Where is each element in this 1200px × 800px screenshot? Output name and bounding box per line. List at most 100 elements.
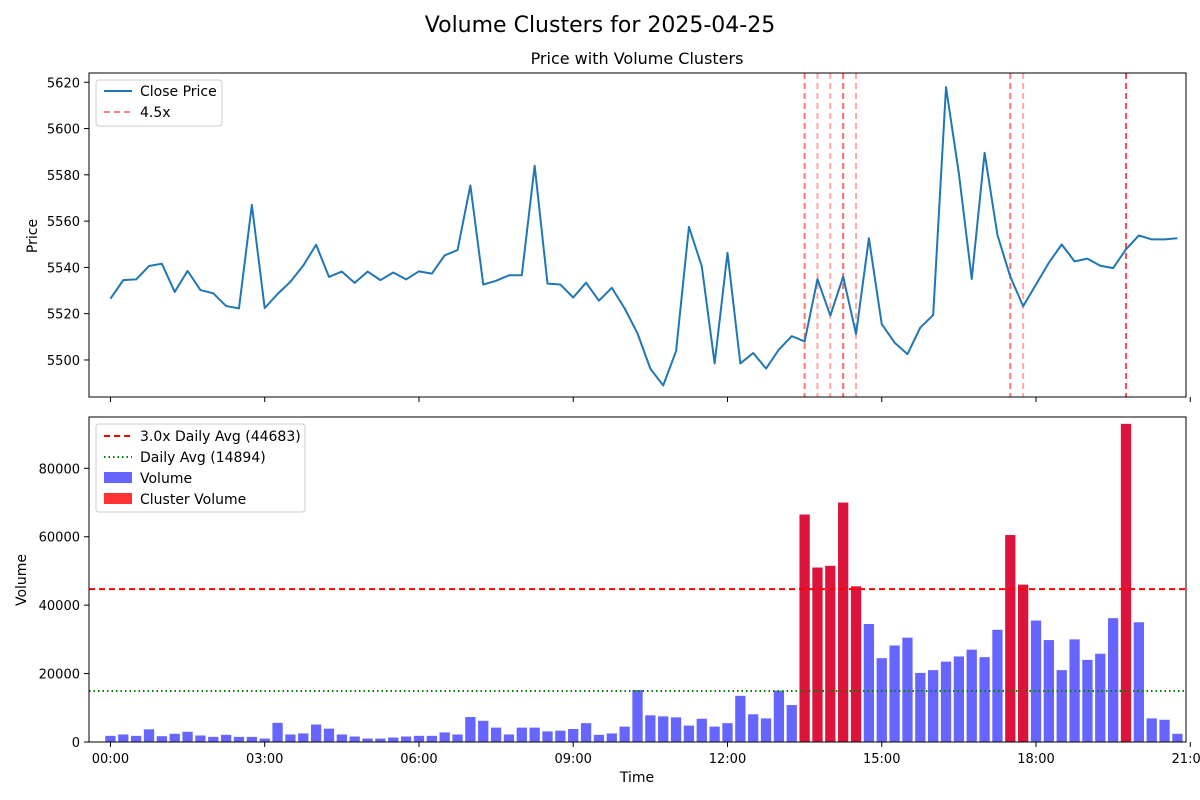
volume-bar (298, 733, 309, 742)
threshold-legend-label: 3.0x Daily Avg (44683) (140, 429, 301, 445)
volume-legend-box (95, 423, 306, 513)
volume-bar (709, 726, 720, 742)
close-price-line (109, 86, 1178, 387)
figure-suptitle: Volume Clusters for 2025-04-25 (425, 13, 775, 38)
volume-bar (182, 731, 193, 742)
volume-bar (208, 736, 219, 742)
volume-bar (1095, 653, 1106, 742)
volume-legend-label: Volume (140, 471, 192, 487)
price-y-tick-label: 5580 (47, 169, 80, 184)
price-y-tick-label: 5500 (47, 354, 80, 369)
cluster-volume-bar (1005, 535, 1016, 742)
volume-bar (722, 723, 733, 742)
volume-bar (735, 695, 746, 742)
volume-bar (452, 734, 463, 742)
volume-bar (645, 715, 656, 742)
cluster-line-legend-label: 4.5x (140, 105, 171, 121)
volume-y-tick-label: 40000 (39, 599, 80, 614)
volume-bar (786, 705, 797, 742)
volume-bar (1082, 659, 1093, 742)
volume-bar (889, 645, 900, 742)
volume-bar (400, 736, 412, 742)
volume-legend-swatch (104, 472, 132, 483)
volume-bar (1030, 620, 1042, 742)
volume-bar (992, 629, 1003, 742)
volume-bar (272, 722, 283, 742)
volume-bar (336, 734, 347, 742)
cluster-volume-bar (1018, 584, 1029, 742)
volume-x-tick-label: 21:00 (1172, 752, 1200, 767)
volume-bar (1108, 618, 1119, 742)
volume-x-tick-label: 12:00 (709, 752, 746, 767)
volume-bar (542, 731, 553, 742)
volume-bar (696, 718, 707, 742)
volume-bar (915, 672, 926, 742)
price-legend: Close Price 4.5x (95, 79, 223, 127)
volume-y-axis-label: Volume (14, 554, 30, 606)
volume-bar (670, 717, 682, 742)
volume-bar (940, 661, 952, 742)
cluster-volume-bar (838, 502, 849, 742)
volume-bar (478, 720, 489, 742)
volume-panel: Volume Time 0 20000 40000 60000 80000 00:00 03… (14, 416, 1200, 786)
price-y-tick-label: 5520 (47, 308, 80, 323)
average-legend-label: Daily Avg (14894) (140, 450, 266, 466)
volume-axis-ticks: 0 20000 40000 60000 80000 00:00 03:00 06:00 09:0… (39, 462, 1200, 767)
volume-bar (619, 726, 630, 742)
volume-bar (426, 735, 437, 742)
volume-bar (439, 732, 450, 742)
volume-bar (966, 649, 977, 742)
volume-bar (221, 734, 232, 742)
volume-bar (863, 623, 875, 742)
volume-bar (310, 724, 322, 742)
volume-bar (195, 735, 206, 742)
volume-bar (773, 690, 785, 742)
volume-bar (375, 738, 386, 742)
volume-bar (169, 733, 180, 742)
volume-bar (953, 656, 965, 742)
volume-plot-frame (88, 416, 1187, 743)
volume-bar (503, 734, 515, 742)
volume-legend: 3.0x Daily Avg (44683) Daily Avg (14894)… (95, 423, 306, 513)
volume-bar (143, 729, 155, 742)
volume-reference-lines (89, 588, 1186, 693)
volume-bar (323, 728, 335, 742)
price-y-tick-label: 5540 (47, 261, 80, 276)
volume-bar (876, 658, 887, 742)
volume-bar (259, 738, 270, 742)
volume-x-tick-label: 09:00 (554, 752, 591, 767)
volume-bar (285, 734, 296, 742)
price-panel-title: Price with Volume Clusters (531, 49, 744, 68)
volume-bar (413, 735, 425, 742)
volume-x-tick-label: 18:00 (1017, 752, 1054, 767)
volume-bar (593, 734, 605, 742)
cluster-volume-bar (799, 514, 810, 742)
volume-bar (349, 736, 360, 742)
volume-y-tick-label: 0 (72, 736, 80, 751)
volume-y-tick-label: 60000 (39, 531, 80, 546)
cluster-volume-bar (850, 586, 862, 742)
volume-bar (529, 727, 540, 742)
volume-x-tick-label: 03:00 (246, 752, 283, 767)
volume-bar (1146, 718, 1157, 742)
volume-bar (632, 690, 643, 742)
cluster-volume-bar (825, 565, 836, 742)
volume-bar (490, 727, 502, 742)
volume-bar (760, 718, 772, 742)
volume-bar (606, 733, 617, 742)
close-price-legend-label: Close Price (140, 84, 217, 100)
price-y-tick-label: 5620 (47, 76, 80, 91)
price-y-tick-label: 5560 (47, 215, 80, 230)
volume-bar (580, 723, 592, 742)
volume-bar (568, 729, 579, 742)
volume-bar (516, 727, 527, 742)
price-cluster-lines (803, 73, 1127, 397)
volume-bar (1172, 733, 1183, 742)
volume-bar (1159, 719, 1170, 742)
cluster-volume-bar (1120, 423, 1132, 742)
volume-bar (131, 735, 142, 742)
price-axis-ticks: 5500 5520 5540 5560 5580 5600 5620 (47, 76, 1191, 402)
cluster-volume-legend-label: Cluster Volume (140, 492, 246, 508)
cluster-volume-bar (812, 567, 823, 742)
